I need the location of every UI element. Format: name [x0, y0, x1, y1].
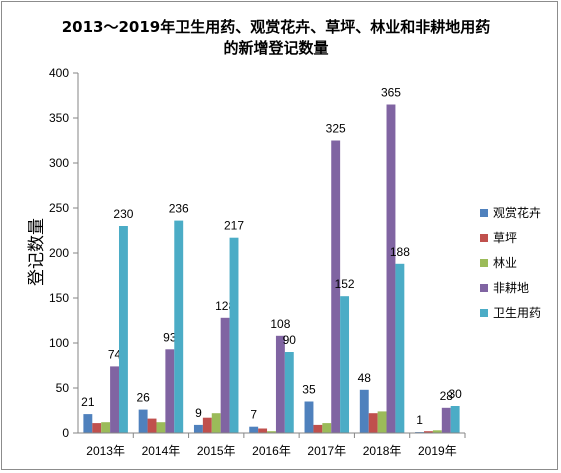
bar-非耕地-2019年 — [441, 407, 451, 433]
data-label: 1 — [416, 413, 423, 427]
data-label: 74 — [108, 347, 122, 361]
bar-草坪-2017年 — [313, 424, 323, 433]
bar-草坪-2014年 — [147, 418, 157, 433]
bar-林业-2017年 — [322, 423, 332, 433]
bar-林业-2019年 — [432, 430, 442, 433]
x-tick-label: 2016年 — [252, 444, 291, 458]
y-tick-label: 100 — [49, 336, 69, 350]
data-label: 217 — [224, 219, 244, 233]
legend-swatch — [480, 284, 488, 292]
data-label: 236 — [169, 202, 189, 216]
legend-swatch — [480, 309, 488, 317]
data-label: 35 — [302, 383, 316, 397]
data-label: 90 — [283, 333, 297, 347]
bar-观赏花卉-2013年 — [83, 414, 93, 433]
x-tick-label: 2018年 — [363, 444, 402, 458]
legend-label: 林业 — [493, 256, 517, 270]
bar-卫生用药-2018年 — [395, 263, 405, 433]
data-label: 152 — [335, 277, 355, 291]
bar-观赏花卉-2018年 — [359, 389, 369, 433]
legend-label: 非耕地 — [493, 280, 529, 295]
bar-卫生用药-2013年 — [118, 226, 128, 433]
data-label: 21 — [81, 395, 95, 409]
legend-label: 观赏花卉 — [493, 205, 541, 220]
plot-area: 05010015020025030035040021742302013年2693… — [49, 66, 466, 458]
bar-非耕地-2018年 — [386, 104, 396, 433]
y-tick-label: 350 — [49, 111, 69, 125]
bar-卫生用药-2019年 — [450, 406, 460, 433]
data-label: 9 — [195, 406, 202, 420]
y-tick-label: 200 — [49, 246, 69, 260]
bar-草坪-2018年 — [368, 413, 378, 433]
bar-卫生用药-2017年 — [340, 296, 350, 433]
legend-swatch — [480, 209, 488, 217]
y-tick-label: 400 — [49, 66, 69, 80]
legend-swatch — [480, 259, 488, 267]
bar-草坪-2016年 — [258, 428, 268, 433]
bar-非耕地-2016年 — [275, 335, 285, 433]
data-label: 30 — [448, 387, 462, 401]
y-tick-label: 150 — [49, 291, 69, 305]
x-tick-label: 2019年 — [418, 444, 457, 458]
bar-草坪-2013年 — [92, 423, 102, 433]
bar-观赏花卉-2017年 — [304, 401, 314, 433]
y-tick-label: 250 — [49, 201, 69, 215]
y-tick-label: 300 — [49, 156, 69, 170]
bar-林业-2018年 — [377, 411, 387, 433]
bar-非耕地-2017年 — [331, 140, 341, 433]
x-tick-label: 2017年 — [307, 444, 346, 458]
bar-非耕地-2014年 — [165, 349, 175, 433]
data-label: 188 — [390, 245, 410, 259]
data-label: 26 — [136, 391, 150, 405]
bar-观赏花卉-2014年 — [138, 409, 148, 433]
data-label: 230 — [113, 207, 133, 221]
chart-title-line-2: 的新增登记数量 — [223, 39, 328, 57]
bar-卫生用药-2014年 — [174, 220, 184, 433]
bar-卫生用药-2016年 — [284, 352, 294, 433]
data-label: 48 — [358, 371, 372, 385]
legend-swatch — [480, 234, 488, 242]
bar-林业-2013年 — [101, 422, 111, 433]
data-label: 93 — [163, 330, 177, 344]
bar-林业-2016年 — [267, 431, 276, 433]
bar-林业-2015年 — [211, 413, 221, 433]
bar-观赏花卉-2015年 — [193, 424, 203, 433]
data-label: 365 — [381, 86, 401, 100]
bar-非耕地-2015年 — [220, 317, 230, 433]
x-tick-label: 2013年 — [86, 444, 125, 458]
data-label: 28 — [440, 389, 454, 403]
data-label: 108 — [270, 317, 290, 331]
y-tick-label: 0 — [62, 426, 69, 440]
data-label: 325 — [326, 122, 346, 136]
chart-title-line-1: 2013～2019年卫生用药、观赏花卉、草坪、林业和非耕地用药 — [62, 18, 491, 36]
data-label: 7 — [250, 408, 257, 422]
bar-草坪-2019年 — [424, 431, 433, 433]
legend-label: 卫生用药 — [493, 306, 541, 320]
bar-观赏花卉-2016年 — [249, 426, 259, 433]
bar-草坪-2015年 — [202, 417, 212, 433]
bar-非耕地-2013年 — [110, 366, 119, 433]
bar-林业-2014年 — [156, 422, 166, 433]
legend-label: 草坪 — [493, 231, 517, 245]
y-axis-label: 登记数量 — [27, 218, 47, 286]
bar-卫生用药-2015年 — [229, 237, 239, 433]
x-tick-label: 2015年 — [197, 444, 236, 458]
y-tick-label: 50 — [56, 381, 70, 395]
x-tick-label: 2014年 — [142, 444, 181, 458]
